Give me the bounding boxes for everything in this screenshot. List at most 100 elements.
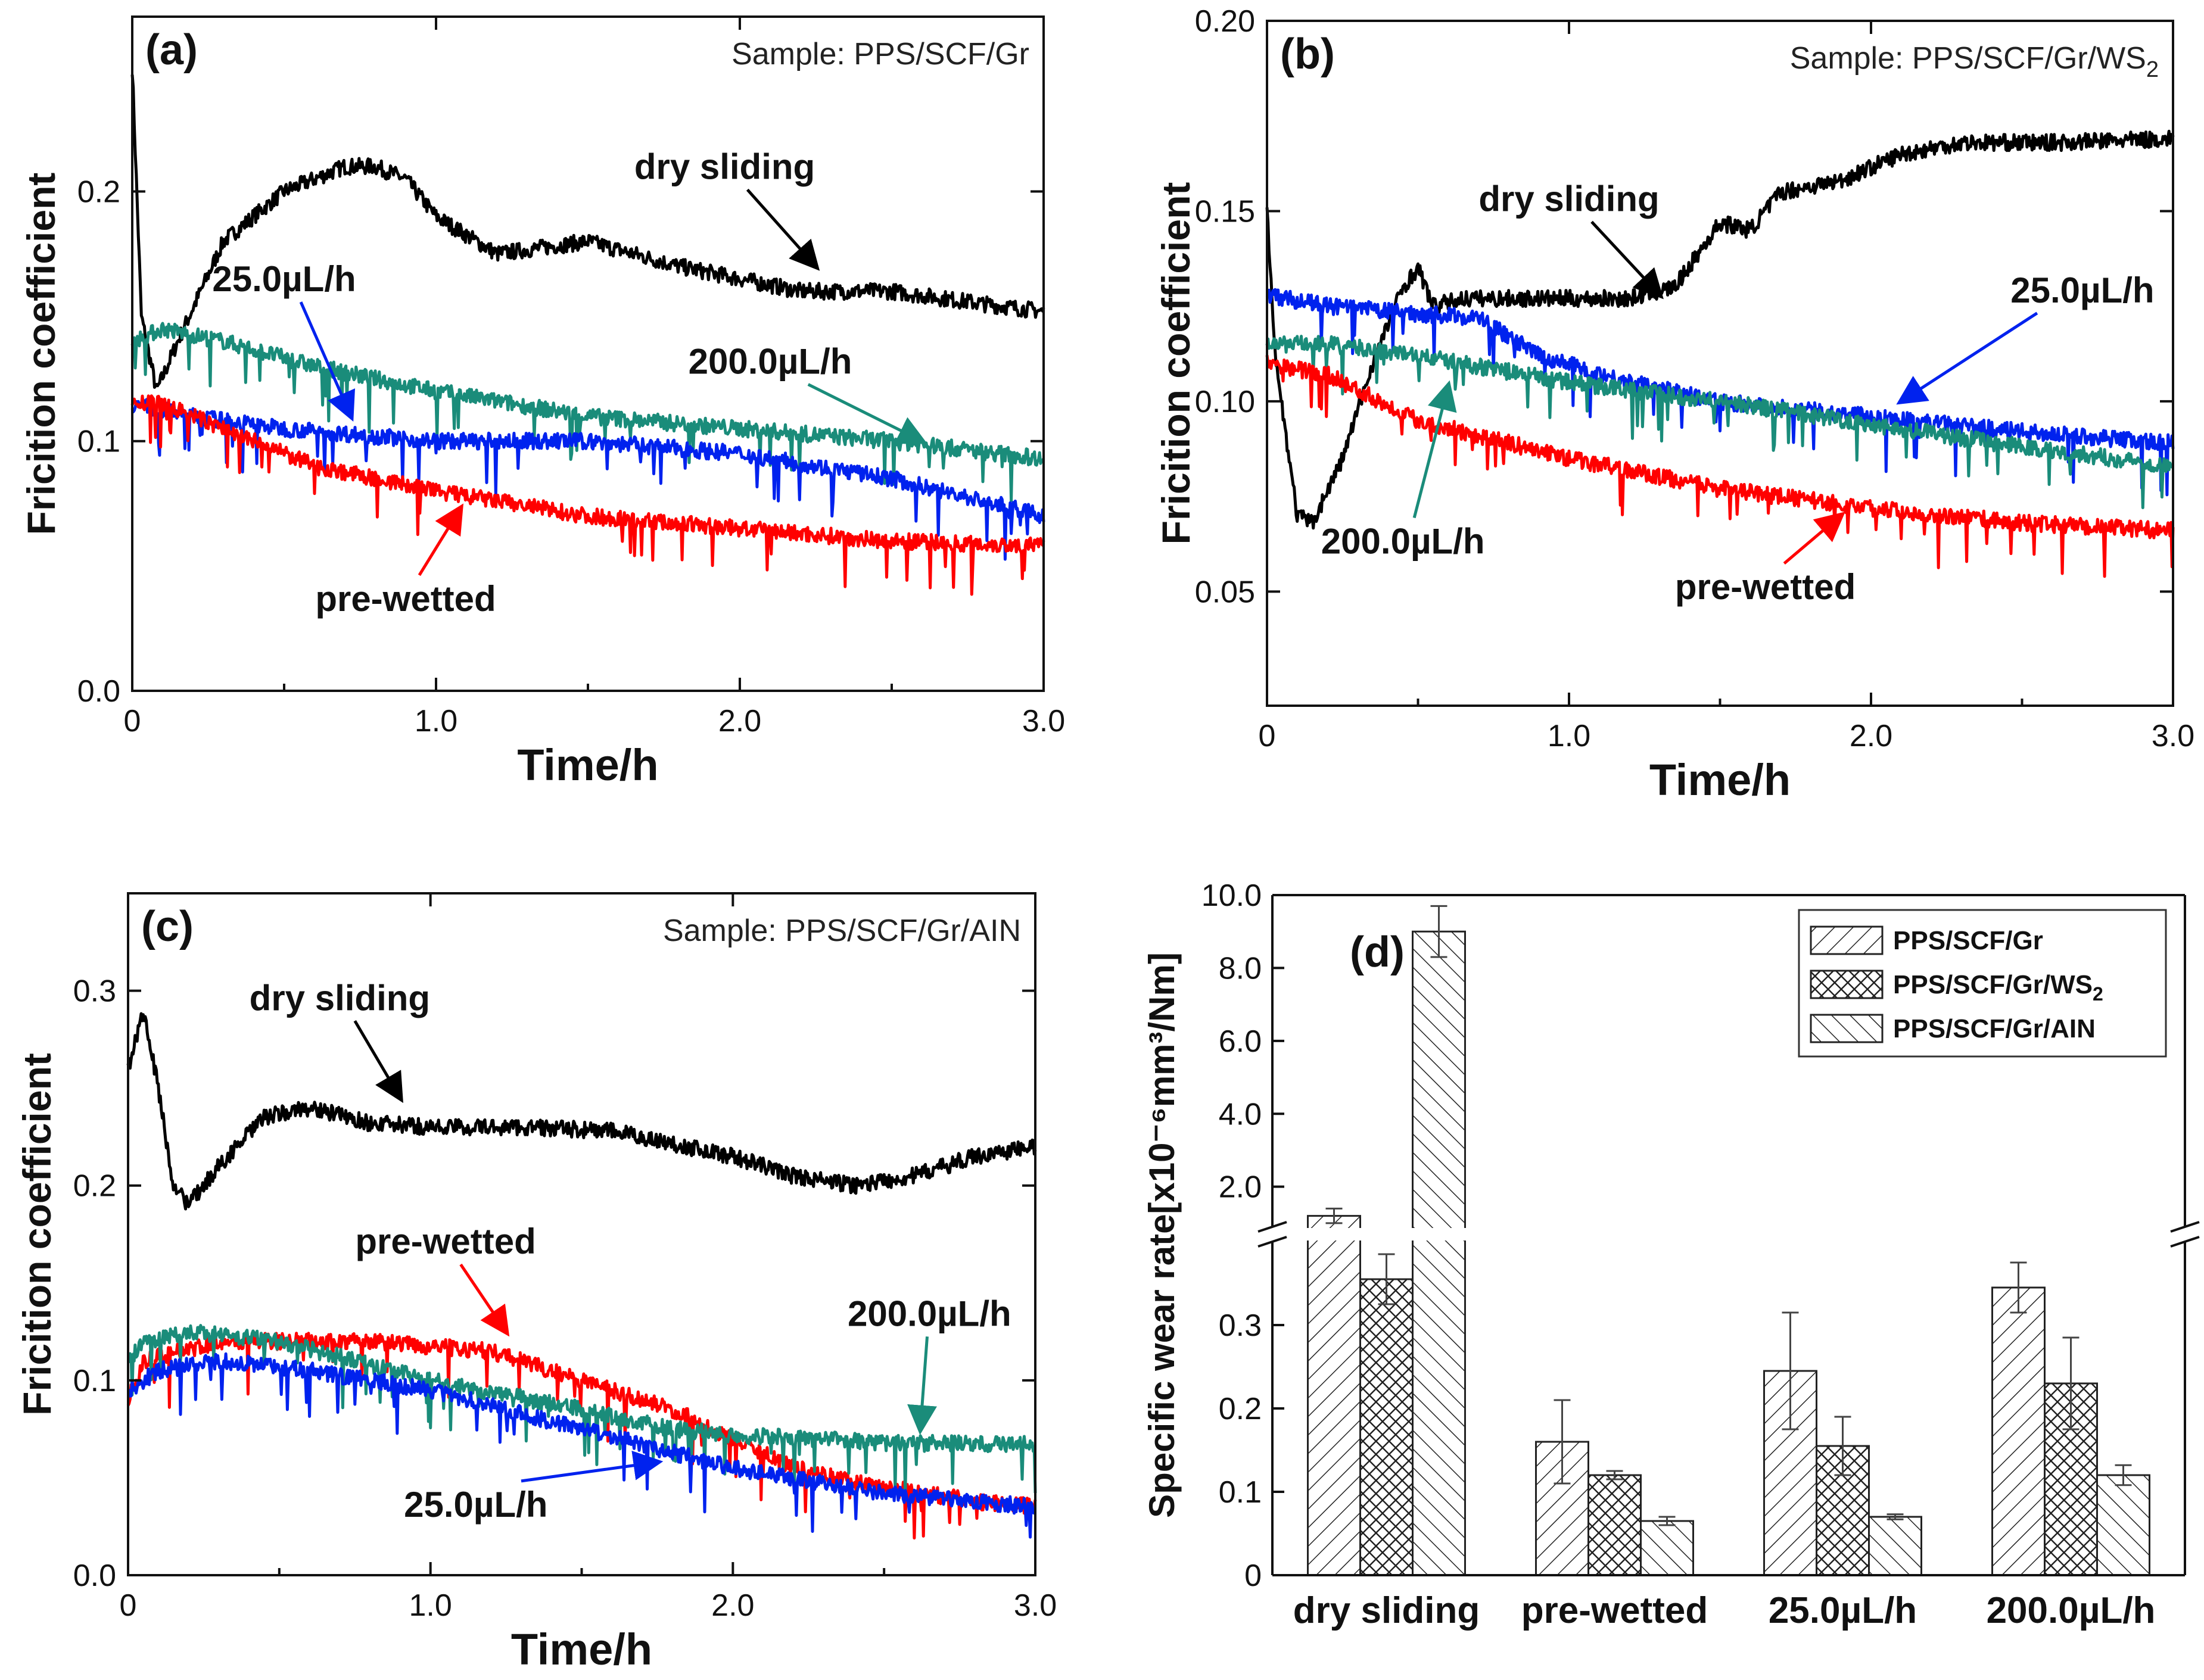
series-line-dry-sliding (1265, 129, 2175, 530)
series-line-200-0-l-h (130, 322, 1045, 503)
sample-label-subscript: 2 (2146, 57, 2159, 82)
legend-label-subscript: 2 (2093, 983, 2103, 1005)
y-axis-title: Specific wear rate[x10⁻⁶mm³/Nm] (1142, 952, 1182, 1518)
x-axis-title: Time/h (517, 740, 658, 790)
panel-d: dry sliding pre-wetted 25.0µL/h 200.0µL/h 0 0… (1142, 878, 2203, 1631)
x-tick-label: 3.0 (1022, 704, 1065, 738)
y-tick-label: 0.1 (77, 425, 120, 459)
x-tick-label: 1.0 (409, 1588, 452, 1623)
y-tick-label: 0.20 (1195, 4, 1255, 39)
axis-break-mark (1257, 1221, 1287, 1233)
category-label-25-0-l-h: 25.0µL/h (1769, 1590, 1917, 1631)
bar-dry-sliding-pps-scf-gr (1307, 1215, 1361, 1576)
annotation-arrow-200-0-l-h (807, 383, 927, 444)
annotation-200-0-l-h: 200.0µL/h (689, 342, 852, 382)
category-label-200-0-l-h: 200.0µL/h (1987, 1590, 2156, 1631)
y-axis-title: Fricition coefficient (1154, 182, 1198, 545)
y-tick-label: 0.0 (77, 674, 120, 709)
bar-dry-sliding-pps-scf-gr-ws2 (1359, 1278, 1414, 1576)
y-axis-title: Fricition coefficient (19, 173, 63, 535)
annotation-200-0-l-h: 200.0µL/h (848, 1293, 1011, 1333)
annotation-arrow-25-0-l-h (521, 1450, 664, 1483)
x-tick-label: 0 (120, 1588, 137, 1623)
y-tick-label: 0.2 (1219, 1392, 1262, 1426)
x-axis-title: Time/h (511, 1625, 652, 1674)
x-tick-label: 1.0 (415, 704, 457, 738)
y-tick-label: 0.3 (73, 974, 116, 1009)
bar-200-0-l-h-pps-scf-gr-ain (2096, 1474, 2150, 1576)
annotation-dry-sliding: dry sliding (250, 978, 430, 1018)
panel-c: 0 1.0 2.0 3.0 0.0 0.1 0.2 0.3 Time/h Fricition co… (15, 892, 1057, 1674)
annotation-arrow-dry-sliding (353, 1020, 403, 1104)
y-tick-label: 0.1 (1219, 1475, 1262, 1510)
axis-break-gap (1254, 1228, 2203, 1240)
sample-label-main: Sample: PPS/SCF/Gr/WS (1790, 41, 2146, 76)
bar-pre-wetted-pps-scf-gr-ws2 (1587, 1474, 1642, 1576)
category-label-dry-sliding: dry sliding (1293, 1590, 1480, 1631)
panel-label: (b) (1280, 30, 1335, 78)
annotation-pre-wetted: pre-wetted (1675, 567, 1856, 607)
x-axis-title: Time/h (1649, 755, 1791, 805)
annotation-pre-wetted: pre-wetted (355, 1221, 536, 1261)
series-line-pre-wetted (1265, 355, 2175, 578)
bar-dry-sliding-pps-scf-gr-ain (1412, 930, 1466, 1576)
annotation-arrow-pre-wetted (1783, 512, 1845, 565)
bar-25-0-l-h-pps-scf-gr-ain (1868, 1516, 1922, 1576)
series-line-200-0-l-h (126, 1324, 1037, 1496)
series-line-25-0-l-h (1265, 288, 2175, 497)
legend-label-pps-scf-gr-ain: PPS/SCF/Gr/AIN (1893, 1014, 2096, 1043)
y-tick-label: 0.2 (77, 174, 120, 209)
series-line-25-0-l-h (130, 398, 1045, 561)
y-tick-label: 0.3 (1219, 1308, 1262, 1343)
series-line-pre-wetted (130, 394, 1045, 596)
series-line-200-0-l-h (1265, 335, 2175, 509)
y-tick-label: 0.05 (1195, 575, 1255, 609)
bar-pre-wetted-pps-scf-gr-ain (1640, 1520, 1694, 1576)
panel-label: (a) (145, 26, 198, 74)
panel-label: (c) (141, 903, 194, 950)
sample-label: Sample: PPS/SCF/Gr/AIN (663, 914, 1021, 948)
series-line-25-0-l-h (127, 1352, 1037, 1539)
annotation-dry-sliding: dry sliding (634, 147, 815, 187)
annotation-pre-wetted: pre-wetted (315, 579, 496, 619)
x-tick-label: 2.0 (711, 1588, 754, 1623)
y-tick-label: 0.10 (1195, 385, 1255, 419)
y-tick-label: 0.2 (73, 1169, 116, 1204)
axis-break-mark (2170, 1236, 2200, 1248)
panel-a: 0 1.0 2.0 3.0 0.0 0.1 0.2 Time/h Fricition coeff… (19, 15, 1065, 790)
legend-swatch-pps-scf-gr-ws2 (1810, 970, 1884, 999)
annotation-dry-sliding: dry sliding (1478, 179, 1659, 219)
annotation-arrow-pre-wetted (459, 1263, 510, 1337)
x-tick-label: 2.0 (1850, 719, 1892, 753)
bar-200-0-l-h-pps-scf-gr (1991, 1286, 2046, 1576)
legend-swatch-pps-scf-gr (1810, 925, 1884, 955)
legend-label-main: PPS/SCF/Gr/WS (1893, 970, 2093, 999)
legend-label-pps-scf-gr-ws2: PPS/SCF/Gr/WS2 (1893, 970, 2103, 1005)
y-tick-label: 6.0 (1219, 1024, 1262, 1059)
series-line-dry-sliding (126, 1012, 1037, 1211)
annotation-arrow-25-0-l-h (1896, 311, 2038, 405)
x-tick-label: 3.0 (1014, 1588, 1057, 1623)
annotation-arrow-dry-sliding (1590, 220, 1664, 300)
y-tick-label: 4.0 (1219, 1097, 1262, 1132)
axis-break-mark (2170, 1221, 2200, 1233)
y-tick-label: 2.0 (1219, 1170, 1262, 1205)
axis-break-mark (1257, 1236, 1287, 1248)
annotation-arrow-dry-sliding (746, 188, 820, 271)
legend-label-pps-scf-gr: PPS/SCF/Gr (1893, 926, 2043, 955)
annotation-arrow-25-0-l-h (299, 301, 356, 422)
y-tick-label: 0.1 (73, 1364, 116, 1398)
x-tick-label: 0 (1259, 719, 1276, 753)
annotation-25-0-l-h: 25.0µL/h (212, 259, 356, 299)
y-tick-label: 0 (1244, 1559, 1262, 1593)
sample-label: Sample: PPS/SCF/Gr/WS2 (1790, 41, 2159, 82)
legend-swatch-pps-scf-gr-ain (1810, 1014, 1884, 1043)
annotation-arrow-200-0-l-h (907, 1336, 937, 1435)
annotation-25-0-l-h: 25.0µL/h (2010, 270, 2154, 310)
series-line-dry-sliding (130, 74, 1045, 389)
annotation-200-0-l-h: 200.0µL/h (1321, 521, 1485, 561)
annotation-25-0-l-h: 25.0µL/h (404, 1485, 547, 1525)
y-tick-label: 0.0 (73, 1559, 116, 1593)
x-tick-label: 1.0 (1548, 719, 1590, 753)
